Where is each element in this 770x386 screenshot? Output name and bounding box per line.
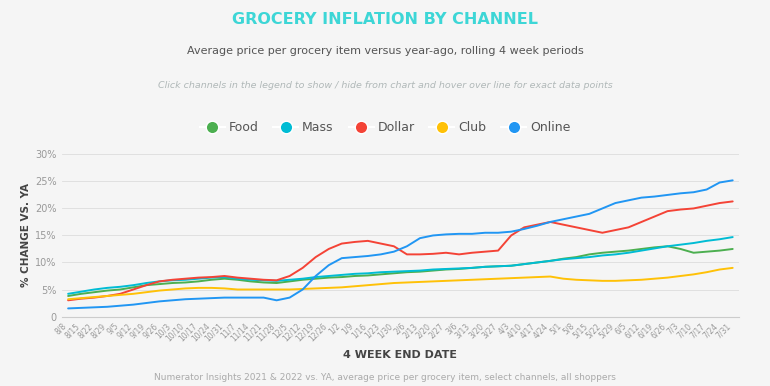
Text: GROCERY INFLATION BY CHANNEL: GROCERY INFLATION BY CHANNEL	[232, 12, 538, 27]
X-axis label: 4 WEEK END DATE: 4 WEEK END DATE	[343, 350, 457, 360]
Legend: Food, Mass, Dollar, Club, Online: Food, Mass, Dollar, Club, Online	[195, 116, 575, 139]
Text: Numerator Insights 2021 & 2022 vs. YA, average price per grocery item, select ch: Numerator Insights 2021 & 2022 vs. YA, a…	[154, 373, 616, 382]
Y-axis label: % CHANGE VS. YA: % CHANGE VS. YA	[21, 183, 31, 288]
Text: Average price per grocery item versus year-ago, rolling 4 week periods: Average price per grocery item versus ye…	[186, 46, 584, 56]
Text: Click channels in the legend to show / hide from chart and hover over line for e: Click channels in the legend to show / h…	[158, 81, 612, 90]
